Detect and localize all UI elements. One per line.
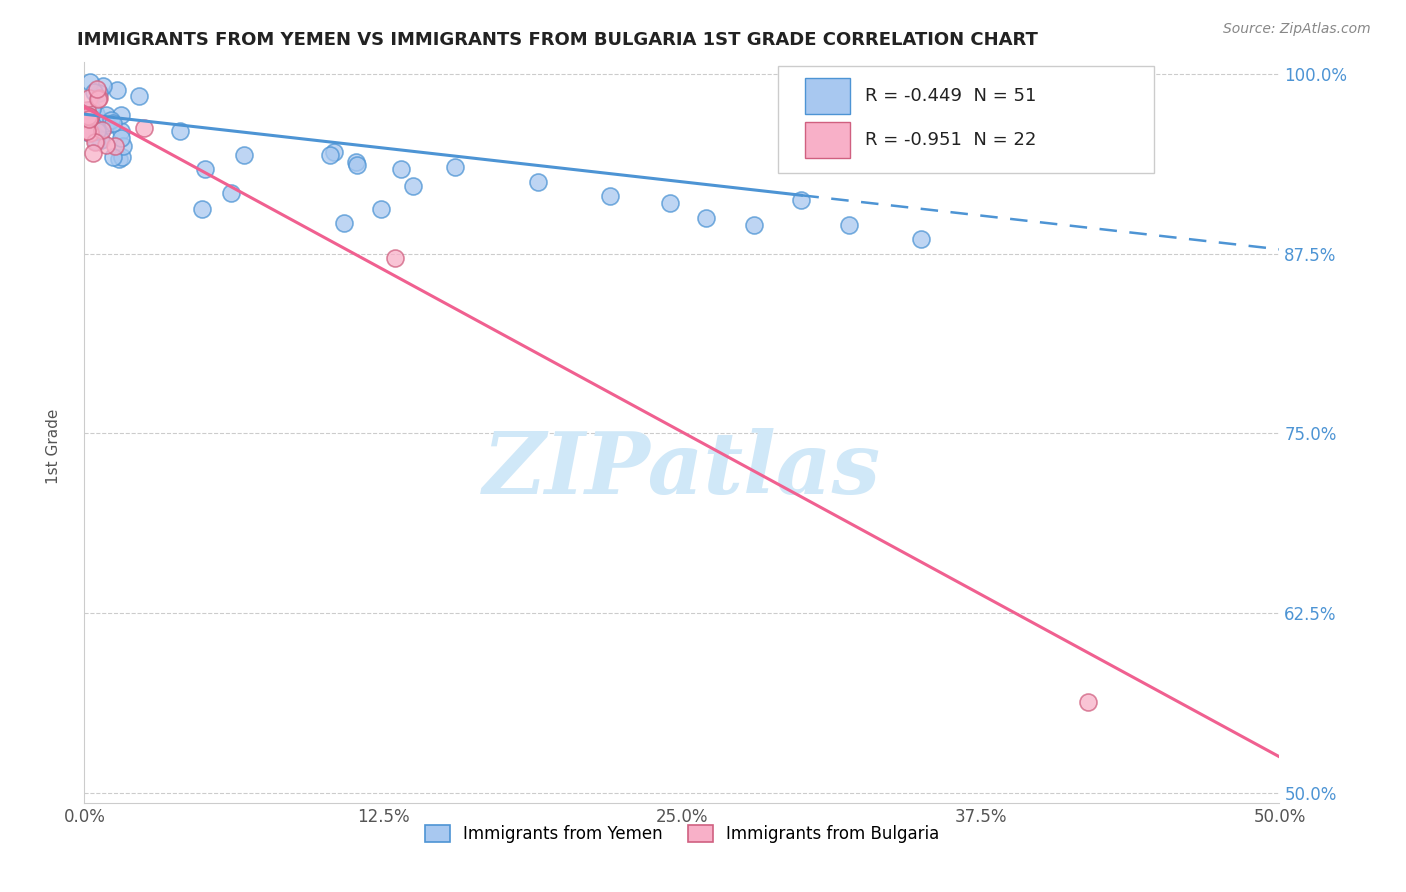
Point <box>76 109 98 123</box>
Point <box>87 86 110 100</box>
Point <box>86 124 108 138</box>
Point <box>110 123 132 137</box>
Point <box>107 83 129 97</box>
Point <box>370 202 392 217</box>
Point <box>790 194 813 208</box>
Point <box>80 123 103 137</box>
Text: Source: ZipAtlas.com: Source: ZipAtlas.com <box>1223 22 1371 37</box>
Point <box>219 186 242 200</box>
Text: IMMIGRANTS FROM YEMEN VS IMMIGRANTS FROM BULGARIA 1ST GRADE CORRELATION CHART: IMMIGRANTS FROM YEMEN VS IMMIGRANTS FROM… <box>77 31 1038 49</box>
Point <box>111 150 134 164</box>
Point <box>107 153 129 167</box>
Point <box>82 145 104 160</box>
Point <box>90 123 112 137</box>
Point <box>76 103 98 118</box>
Text: 1st Grade: 1st Grade <box>46 409 60 483</box>
Point <box>402 178 425 193</box>
FancyBboxPatch shape <box>806 122 851 158</box>
Point <box>444 161 467 175</box>
Point <box>86 106 108 120</box>
Point <box>83 123 105 137</box>
Point <box>87 91 110 105</box>
Point <box>110 131 132 145</box>
Point <box>659 196 682 211</box>
Point <box>1077 695 1099 709</box>
Point <box>527 175 550 189</box>
Point <box>695 211 717 225</box>
Point <box>384 251 406 265</box>
Text: R = -0.951  N = 22: R = -0.951 N = 22 <box>865 131 1036 149</box>
Point <box>77 91 100 105</box>
Point <box>104 139 127 153</box>
Point <box>96 137 118 152</box>
Point <box>79 126 101 140</box>
Point <box>79 119 101 133</box>
Point <box>90 133 112 147</box>
Point <box>79 110 101 124</box>
Point <box>132 121 156 136</box>
Point <box>76 125 98 139</box>
Point <box>84 134 107 148</box>
Point <box>79 125 101 139</box>
Point <box>111 138 134 153</box>
Point <box>79 112 101 127</box>
Point <box>319 148 342 162</box>
Point <box>94 107 117 121</box>
Point <box>94 115 117 129</box>
Point <box>80 102 103 116</box>
Point <box>910 232 932 246</box>
Point <box>838 218 860 232</box>
Point <box>323 145 346 160</box>
Point <box>91 78 114 93</box>
FancyBboxPatch shape <box>806 78 851 113</box>
Point <box>128 89 150 103</box>
Point <box>333 216 356 230</box>
Point <box>96 118 118 132</box>
Point <box>191 202 214 216</box>
Point <box>169 123 191 137</box>
Point <box>84 135 107 149</box>
Legend: Immigrants from Yemen, Immigrants from Bulgaria: Immigrants from Yemen, Immigrants from B… <box>418 819 946 850</box>
Point <box>391 161 413 176</box>
Point <box>87 117 110 131</box>
Point <box>79 110 101 124</box>
Point <box>742 218 765 232</box>
Point <box>76 124 98 138</box>
Point <box>110 108 132 122</box>
FancyBboxPatch shape <box>778 66 1154 173</box>
Point <box>100 113 122 128</box>
Point <box>83 85 105 99</box>
Point <box>86 82 108 96</box>
Point <box>194 162 217 177</box>
Point <box>87 92 110 106</box>
Point <box>346 158 368 172</box>
Point <box>89 133 111 147</box>
Point <box>79 75 101 89</box>
Point <box>599 189 621 203</box>
Point <box>103 150 125 164</box>
Point <box>101 116 124 130</box>
Text: ZIPatlas: ZIPatlas <box>482 428 882 511</box>
Text: R = -0.449  N = 51: R = -0.449 N = 51 <box>865 87 1036 104</box>
Point <box>233 148 256 162</box>
Point <box>344 154 367 169</box>
